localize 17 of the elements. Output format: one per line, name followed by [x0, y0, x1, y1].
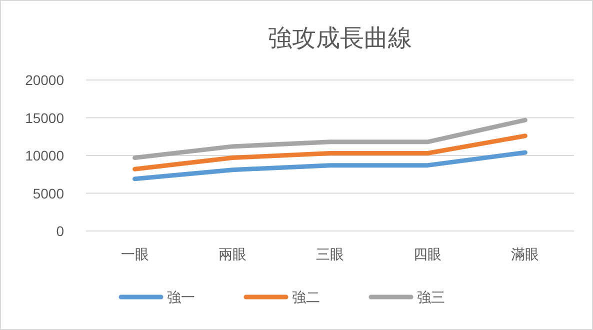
line-series [132, 134, 528, 172]
line-series [132, 118, 528, 160]
legend-label: 強一 [167, 289, 195, 305]
y-tick-label: 0 [56, 223, 64, 239]
x-tick-label: 一眼 [120, 246, 149, 262]
x-tick-label: 滿眼 [511, 246, 540, 262]
x-tick-label: 四眼 [414, 246, 442, 262]
chart-title: 強攻成長曲線 [268, 25, 412, 52]
legend-label: 強二 [292, 289, 320, 305]
y-tick-label: 10000 [25, 148, 64, 164]
line-series [132, 150, 528, 182]
x-tick-label: 兩眼 [218, 246, 246, 262]
y-tick-label: 5000 [32, 185, 64, 202]
x-tick-label: 三眼 [316, 246, 344, 262]
y-tick-label: 20000 [25, 72, 64, 88]
y-tick-label: 15000 [25, 110, 64, 126]
legend-label: 強三 [417, 289, 445, 305]
